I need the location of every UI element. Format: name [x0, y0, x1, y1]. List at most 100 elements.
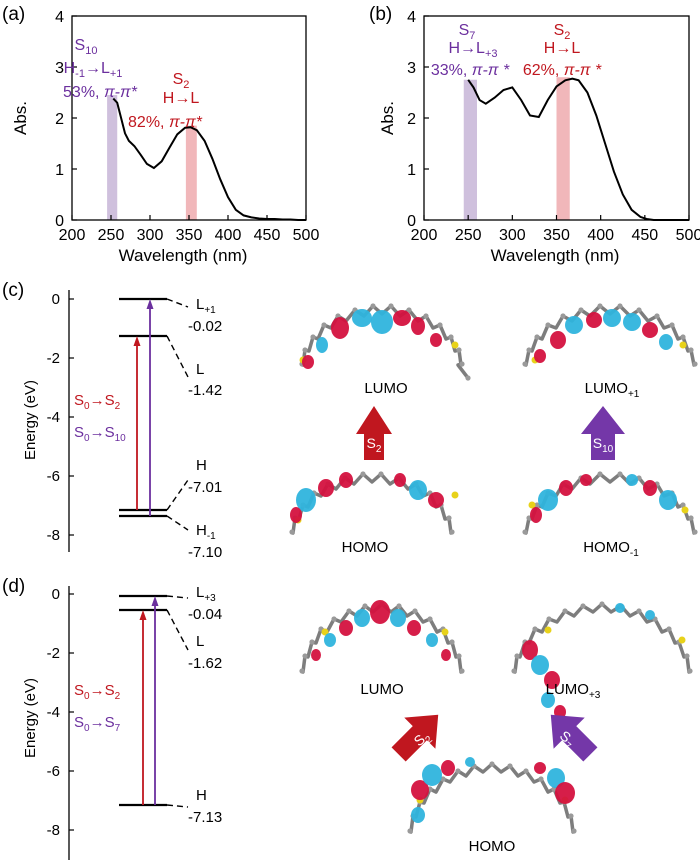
atom: [680, 334, 686, 340]
svg-text:-1.62: -1.62: [188, 655, 222, 672]
panel-c-homo-orbital-image: [289, 471, 459, 535]
orbital-lobe-positive: [544, 671, 560, 689]
svg-text:H-1: H-1: [196, 522, 216, 542]
orbital-lobe-positive: [586, 312, 602, 328]
svg-text:H→L: H→L: [544, 40, 581, 57]
x-tick-label: 450: [631, 227, 658, 244]
x-tick-label: 450: [254, 227, 281, 244]
atom: [459, 668, 465, 674]
atom: [423, 313, 429, 319]
panel-d-ylabel: Energy (eV): [22, 678, 39, 758]
svg-text:L+1: L+1: [196, 296, 216, 316]
orbital-lobe-negative: [538, 489, 558, 511]
atom: [378, 471, 384, 477]
panel-b-annotation-s7: S7 H→L+3 33%, π-π *: [431, 22, 510, 79]
atom: [545, 322, 551, 328]
atom: [437, 322, 443, 328]
orbital-lobe-negative: [659, 490, 677, 510]
atom: [360, 471, 366, 477]
atom: [688, 347, 694, 353]
panel-c-excitation-arrow-s2: [356, 406, 392, 460]
orbital-lobe-negative: [422, 764, 442, 786]
atom: [289, 529, 295, 535]
panel-d-ticks: 0 -2 -4 -6 -8: [47, 586, 74, 839]
orbital-lobe-negative: [371, 310, 393, 334]
panel-c-lumo1-orbital-image: [522, 303, 698, 367]
atom: [684, 653, 690, 659]
panel-d-excitation-arrow-s2: [391, 714, 439, 762]
atom: [654, 313, 660, 319]
atom: [331, 616, 337, 622]
panel-c-excitation-arrow-s2-label: S2: [367, 435, 382, 455]
panel-d-arrowhead-red: [139, 610, 147, 620]
panel-c-excitation-arrow-s10: [581, 406, 625, 460]
orbital-lobe-positive: [394, 473, 406, 487]
x-tick-label: 400: [215, 227, 242, 244]
atom: [534, 334, 540, 340]
panel-b-band-s7: [463, 79, 477, 220]
atom: [687, 668, 693, 674]
orbital-lobe-negative: [565, 316, 583, 334]
panel-d-lumo3-label: LUMO+3: [546, 681, 601, 701]
svg-text:S10: S10: [75, 37, 98, 57]
orbital-lobe-positive: [642, 322, 658, 338]
svg-text:S7: S7: [459, 22, 476, 42]
orbital-lobe-positive: [290, 507, 302, 523]
atom: [449, 529, 455, 535]
panel-c-lumo1-label: LUMO+1: [585, 380, 640, 400]
orbital-lobe-negative: [626, 474, 638, 486]
atom: [446, 515, 452, 521]
atom: [688, 515, 694, 521]
atom: [560, 313, 566, 319]
panel-a-band-s10: [107, 95, 118, 220]
orbital-lobe-negative: [531, 655, 549, 675]
sulfur-atom: [451, 341, 459, 349]
svg-text:H: H: [196, 457, 207, 474]
atom: [546, 616, 552, 622]
svg-text:L: L: [196, 633, 204, 650]
orbital-lobe-positive: [339, 620, 353, 636]
y-tick-label: 0: [55, 213, 64, 230]
atom: [538, 776, 544, 782]
atom: [532, 626, 538, 632]
y-tick-label: -8: [47, 527, 60, 544]
panel-b-xlabel: Wavelength (nm): [491, 246, 620, 265]
panel-b-band-s2: [556, 77, 570, 220]
orbital-lobe-positive: [580, 474, 592, 486]
atom: [680, 502, 686, 508]
atom: [562, 608, 568, 614]
atom: [692, 361, 698, 367]
x-tick-label: 200: [411, 227, 438, 244]
svg-text:53%, π-π*: 53%, π-π*: [63, 84, 138, 101]
orbital-lobe-negative: [465, 757, 475, 767]
atom: [571, 828, 577, 834]
atom: [597, 303, 603, 309]
svg-text:-1.42: -1.42: [188, 382, 222, 399]
sulfur-atom: [451, 491, 459, 499]
panel-d-level-labels: L+3 -0.04 L -1.62 H -7.13: [188, 584, 222, 826]
atom: [692, 529, 698, 535]
svg-text:62%, π-π *: 62%, π-π *: [523, 62, 602, 79]
sulfur-atom: [679, 341, 687, 349]
orbital-lobe-negative: [354, 609, 370, 627]
panel-d-arrowhead-purple: [151, 596, 159, 606]
y-tick-label: 4: [55, 9, 64, 26]
atom: [448, 334, 454, 340]
orbital-lobe-negative: [352, 309, 372, 327]
atom: [407, 828, 413, 834]
panel-d-transition-s7: S0→S7: [74, 714, 121, 734]
panel-d-lumo-orbital-image: [299, 600, 465, 674]
svg-text:-0.02: -0.02: [188, 318, 222, 335]
molecule-backbone: [290, 472, 454, 535]
orbital-lobe-positive: [534, 349, 546, 363]
svg-text:82%, π-π*: 82%, π-π*: [128, 114, 203, 131]
orbital-lobe-positive: [430, 333, 442, 347]
panel-d-homo-label: HOMO: [469, 838, 516, 855]
orbital-lobe-negative: [390, 609, 406, 627]
orbital-lobe-positive: [428, 492, 444, 508]
orbital-lobe-negative: [296, 488, 316, 512]
panel-d-transition-s2: S0→S2: [74, 682, 121, 702]
atom: [523, 768, 529, 774]
sulfur-atom: [544, 626, 552, 634]
orbital-lobe-positive: [393, 310, 411, 326]
